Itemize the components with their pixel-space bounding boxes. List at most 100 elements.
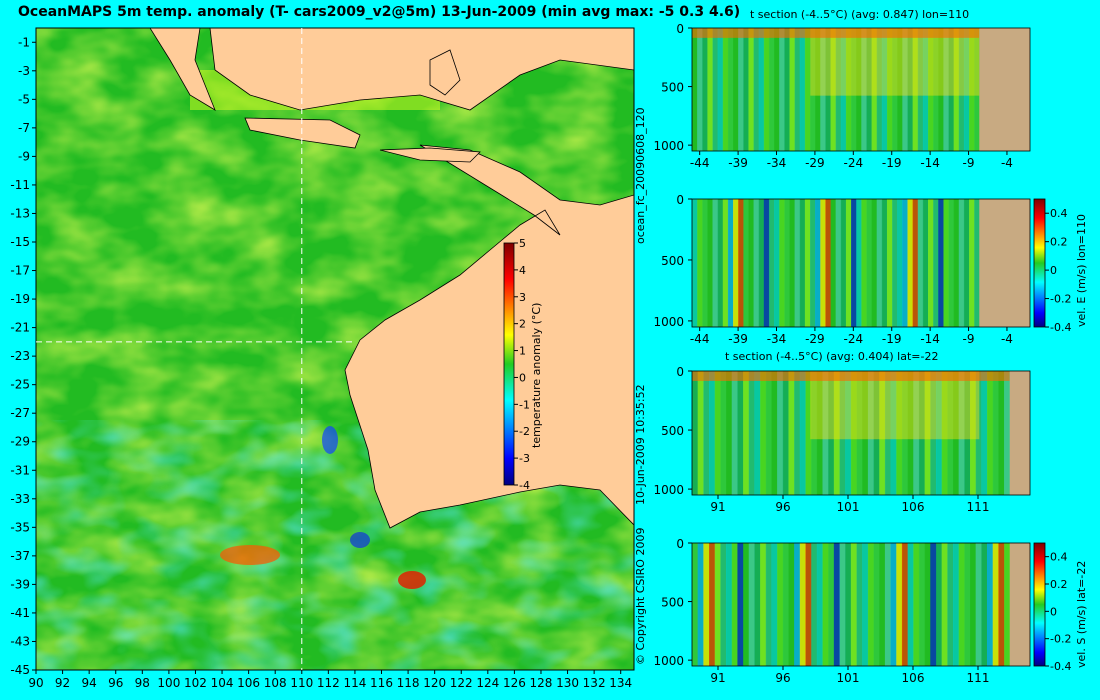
map-warm-patch [398,571,426,589]
section-column [948,199,955,327]
map-land-nusa-tenggara [379,147,481,163]
section-y-tick-label: 0 [676,193,684,207]
section-column [901,543,909,666]
section-column [876,199,883,327]
section-column [902,199,908,327]
map-crosshair [36,28,356,670]
section-column [768,199,775,327]
section-surface-layer [692,28,980,38]
section-column [777,543,784,666]
section-colorbar-tick-label: 0.2 [1050,578,1068,591]
map-cold-patch [350,532,370,548]
section-column [861,28,867,151]
section-x-tick-label: 111 [967,500,990,514]
section-x-tick-label: 96 [775,671,790,685]
section-column [794,199,801,327]
section-column [788,371,795,495]
section-column [907,199,914,327]
map-y-tick-label: -41 [10,606,30,620]
section-column [799,28,806,151]
section-column [897,199,903,327]
map-frame [35,27,635,671]
section-column [712,28,719,151]
section-column [727,199,734,327]
vel-s-colorbar-label: vel. S (m/s) lat=-22 [1075,560,1088,668]
section-column [782,371,789,495]
section-column [709,543,716,666]
section-column [731,543,738,666]
map-warm-patch [220,545,280,565]
map-colorbar-tick-label: 4 [519,264,526,277]
section-column [987,371,994,495]
section-column [912,199,919,327]
section-column [922,28,929,151]
section-colorbar-gradient [1033,198,1046,328]
map-y-tick-label: -25 [10,378,30,392]
section-column [789,199,796,327]
section-column [748,199,755,327]
section-column [726,543,733,666]
map-y-tick-label: -7 [18,121,30,135]
section-column [707,28,714,151]
section-column [809,28,816,151]
section-column [703,543,710,666]
section-column [917,28,924,151]
map-colorbar-ticks: 5 4 3 2 1 0 -1 -2 -3 -4 [514,237,530,492]
section-column [763,28,770,151]
section-column [845,543,852,666]
section-column [924,371,931,495]
map-land-sulawesi [429,49,461,96]
section-column [720,371,727,495]
section-frame [691,370,1031,496]
section-x-tick-label: -29 [805,156,825,170]
section-column [753,199,760,327]
section-colorbar-tick-label: 0.4 [1050,207,1068,220]
section-column [692,28,698,151]
section-column [856,543,863,666]
section-column [981,371,988,495]
section-x-tick-label: 91 [710,500,725,514]
section-column [886,199,893,327]
section-column [733,28,739,151]
section-x-tick-label: -39 [728,332,748,346]
section-column [958,199,965,327]
figure-title: OceanMAPS 5m temp. anomaly (T- cars2009_… [18,4,741,20]
section-x-tick-label: -34 [767,332,787,346]
map-y-tick-label: -37 [10,549,30,563]
section-y-tick-label: 1000 [653,483,684,497]
section-column [958,28,965,151]
section-x-tick-label: -4 [1001,332,1013,346]
section-column [748,371,755,495]
section-column [952,543,960,666]
section-column [833,371,841,495]
section-column [901,371,909,495]
section-column [862,543,869,666]
map-x-tick-label: 112 [317,676,340,690]
section-column [850,371,858,495]
section-column [794,371,801,495]
section-column [913,543,920,666]
map-y-tick-label: -5 [18,92,30,106]
section-column [845,199,852,327]
section-x-tick-label: -19 [882,332,902,346]
section-column [820,28,826,151]
section-x-tick-label: 106 [902,500,925,514]
section-column [692,199,698,327]
map-x-tick-label: 90 [28,676,43,690]
section-x-tick-label: 106 [902,671,925,685]
section-column [835,28,842,151]
section-column [927,28,934,151]
map-y-tick-label: -11 [10,178,30,192]
section-column [1004,543,1011,666]
map-y-tick-label: -33 [10,492,30,506]
section-column [702,28,708,151]
section-column [969,28,975,151]
map-colorbar-tick-label: 5 [519,237,526,250]
section-column [722,28,729,151]
section-column [918,543,926,666]
section-column [947,543,954,666]
section-column [866,199,873,327]
section-colorbar-tick-label: 0.4 [1050,551,1068,564]
section-column [697,28,703,151]
map-cold-patch [322,426,338,454]
